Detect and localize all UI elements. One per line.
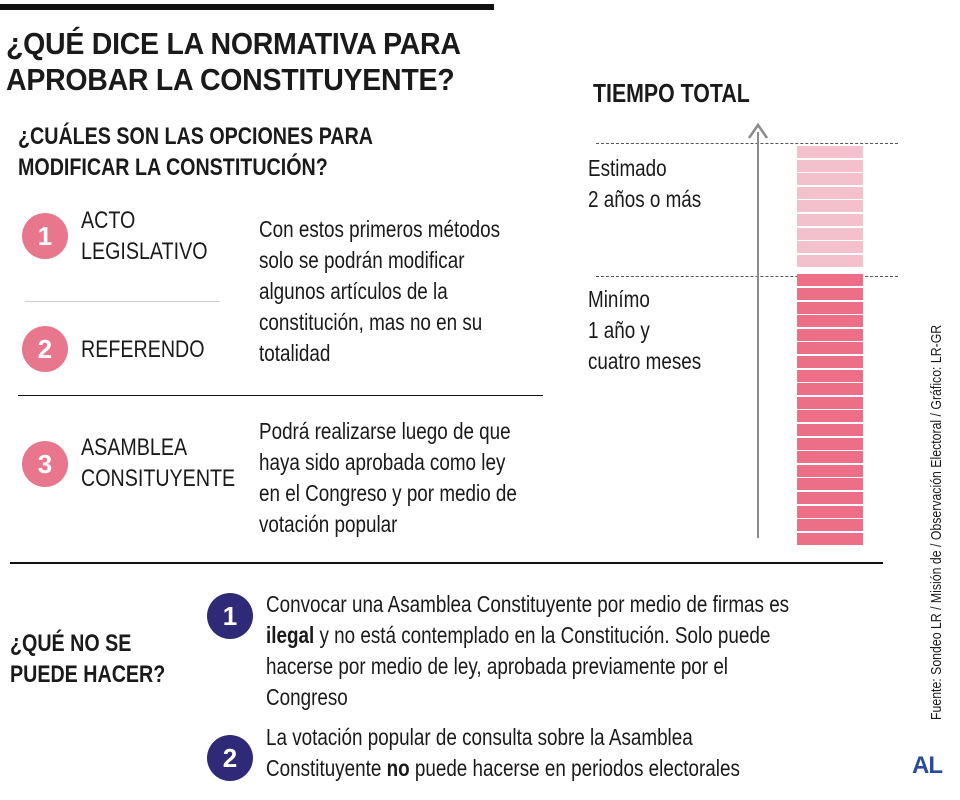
page-title: ¿QUÉ DICE LA NORMATIVA PARA APROBAR LA C… bbox=[6, 26, 521, 98]
prohibited-1-text: Convocar una Asamblea Constituyente por … bbox=[266, 589, 789, 713]
bottom-section-divider bbox=[10, 562, 883, 564]
minimum-time-segment bbox=[797, 451, 863, 464]
minimum-time-segment bbox=[797, 383, 863, 396]
estimated-time-segment bbox=[797, 200, 863, 213]
estimated-time-segment bbox=[797, 146, 863, 158]
prohibited-1-line-4: Congreso bbox=[266, 684, 348, 710]
minimum-time-segment bbox=[797, 410, 863, 423]
desc-1-2-line: Con estos primeros métodos bbox=[259, 216, 501, 242]
minimum-time-segment bbox=[797, 492, 863, 504]
options-heading: ¿CUÁLES SON LAS OPCIONES PARA MODIFICAR … bbox=[18, 121, 373, 183]
option-3-description: Podrá realizarse luego de que haya sido … bbox=[259, 416, 517, 540]
options-1-2-description: Con estos primeros métodos solo se podrá… bbox=[259, 214, 500, 369]
estimated-time-segment bbox=[797, 214, 863, 226]
minimum-label: Minímo 1 año y cuatro meses bbox=[588, 284, 701, 377]
minimum-time-segment bbox=[797, 532, 863, 545]
estimated-time-segment bbox=[797, 186, 863, 199]
section-divider bbox=[18, 395, 543, 396]
desc-3-line: en el Congreso y por medio de bbox=[259, 480, 517, 506]
prohibited-2-text: La votación popular de consulta sobre la… bbox=[266, 722, 740, 784]
option-2-number-badge: 2 bbox=[22, 326, 68, 372]
option-1-name: ACTO LEGISLATIVO bbox=[81, 205, 208, 267]
minimum-time-segment bbox=[797, 464, 863, 477]
estimated-time-segment bbox=[797, 159, 863, 172]
minimum-time-segment bbox=[797, 396, 863, 409]
option-1-name-line-1: ACTO bbox=[81, 207, 136, 234]
options-heading-line-2: MODIFICAR LA CONSTITUCIÓN? bbox=[18, 154, 328, 181]
option-1-name-line-2: LEGISLATIVO bbox=[81, 238, 208, 265]
estimated-time-segment bbox=[797, 241, 863, 254]
prohibited-1-number-badge: 1 bbox=[207, 593, 253, 639]
prohibited-2-line-1: La votación popular de consulta sobre la… bbox=[266, 724, 693, 750]
brand-logo: AL bbox=[912, 752, 943, 779]
emphasis-ilegal: ilegal bbox=[266, 622, 315, 648]
prohibited-heading-line-2: PUEDE HACER? bbox=[10, 661, 166, 688]
estimated-time-segment bbox=[797, 173, 863, 186]
arrow-up-icon bbox=[747, 122, 769, 139]
minimum-line-2: 1 año y bbox=[588, 317, 650, 343]
desc-1-2-line: constitución, mas no en su bbox=[259, 309, 483, 335]
source-credit: Fuente: Sondeo LR / Misión de / Observac… bbox=[928, 238, 945, 720]
desc-3-line: Podrá realizarse luego de que bbox=[259, 418, 511, 444]
option-3-name: ASAMBLEA CONSITUYENTE bbox=[81, 432, 235, 494]
estimated-label: Estimado 2 años o más bbox=[588, 153, 701, 215]
top-rule bbox=[0, 4, 494, 10]
estimated-dashed-line bbox=[596, 143, 898, 144]
minimum-time-segment bbox=[797, 437, 863, 450]
option-3-name-line-2: CONSITUYENTE bbox=[81, 465, 236, 492]
prohibited-1-line-3: hacerse por medio de ley, aprobada previ… bbox=[266, 653, 729, 679]
minimum-time-segment bbox=[797, 342, 863, 355]
option-3-name-line-1: ASAMBLEA bbox=[81, 434, 188, 461]
desc-1-2-line: algunos artículos de la bbox=[259, 278, 448, 304]
minimum-time-segment bbox=[797, 424, 863, 436]
estimated-time-segment bbox=[797, 227, 863, 240]
option-2-name: REFERENDO bbox=[81, 336, 205, 363]
desc-1-2-line: totalidad bbox=[259, 340, 331, 366]
prohibited-heading: ¿QUÉ NO SE PUEDE HACER? bbox=[10, 628, 165, 690]
minimum-dashed-line bbox=[596, 276, 898, 277]
minimum-time-segment bbox=[797, 478, 863, 491]
estimated-time-segment bbox=[797, 254, 863, 267]
source-text: Fuente: Sondeo LR / Misión de / Observac… bbox=[928, 324, 945, 720]
prohibited-2-line-2: Constituyente no puede hacerse en period… bbox=[266, 753, 740, 784]
prohibited-2-line-2-pre: Constituyente bbox=[266, 755, 387, 781]
prohibited-2-number-badge: 2 bbox=[207, 735, 253, 781]
option-1-number-badge: 1 bbox=[22, 213, 68, 259]
minimum-time-segment bbox=[797, 328, 863, 341]
emphasis-no: no bbox=[386, 755, 410, 781]
options-heading-line-1: ¿CUÁLES SON LAS OPCIONES PARA bbox=[18, 123, 374, 150]
minimum-time-segment bbox=[797, 505, 863, 518]
minimum-time-segment bbox=[797, 315, 863, 328]
minimum-time-segment bbox=[797, 274, 863, 287]
desc-3-line: haya sido aprobada como ley bbox=[259, 449, 506, 475]
minimum-time-segment bbox=[797, 301, 863, 314]
desc-1-2-line: solo se podrán modificar bbox=[259, 247, 465, 273]
title-line-1: ¿QUÉ DICE LA NORMATIVA PARA bbox=[6, 26, 461, 61]
prohibited-1-line-2: ilegal y no está contemplado en la Const… bbox=[266, 620, 789, 651]
prohibited-2-line-2-rest: puede hacerse en periodos electorales bbox=[409, 755, 740, 781]
minimum-line-1: Minímo bbox=[588, 286, 650, 312]
minimum-time-segment bbox=[797, 519, 863, 532]
option-divider bbox=[25, 301, 220, 302]
minimum-line-3: cuatro meses bbox=[588, 348, 702, 374]
time-axis bbox=[757, 132, 759, 538]
prohibited-heading-line-1: ¿QUÉ NO SE bbox=[10, 630, 132, 657]
minimum-time-segment bbox=[797, 356, 863, 368]
minimum-time-segment bbox=[797, 288, 863, 300]
estimated-line-2: 2 años o más bbox=[588, 186, 702, 212]
minimum-time-segment bbox=[797, 369, 863, 382]
prohibited-1-line-2-rest: y no está contemplado en la Constitución… bbox=[314, 622, 771, 648]
option-3-number-badge: 3 bbox=[22, 441, 68, 487]
title-line-2: APROBAR LA CONSTITUYENTE? bbox=[6, 62, 455, 97]
time-title: TIEMPO TOTAL bbox=[593, 78, 750, 108]
estimated-line-1: Estimado bbox=[588, 155, 667, 181]
desc-3-line: votación popular bbox=[259, 511, 398, 537]
prohibited-1-line-1: Convocar una Asamblea Constituyente por … bbox=[266, 591, 790, 617]
